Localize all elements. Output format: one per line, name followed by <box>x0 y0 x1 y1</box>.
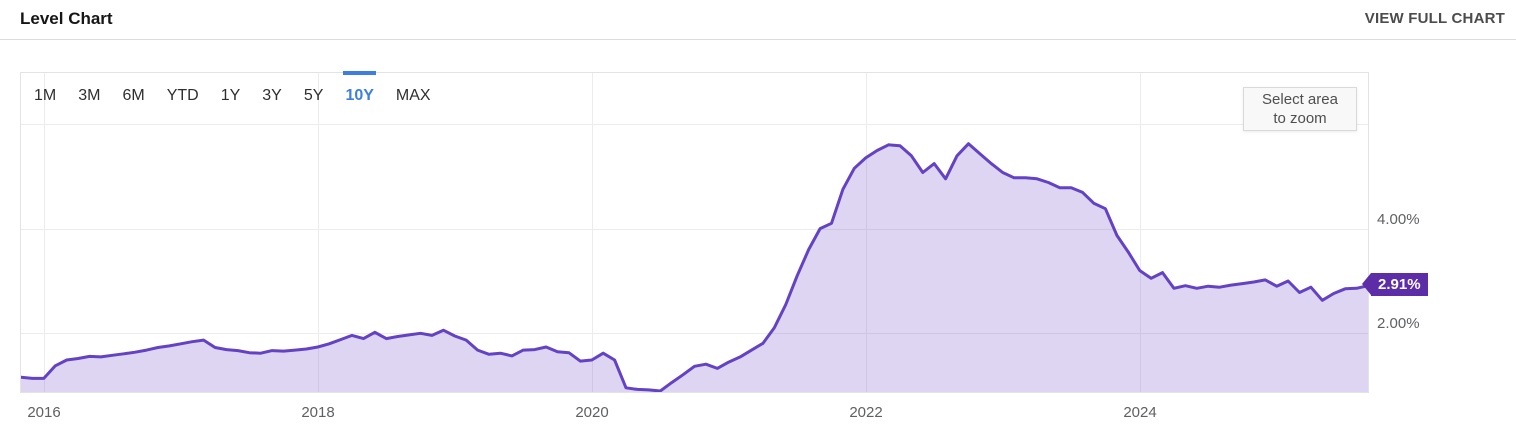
gridline-vertical <box>592 73 593 392</box>
range-button-6m[interactable]: 6M <box>122 84 144 108</box>
gridline-vertical <box>1140 73 1141 392</box>
widget-header: Level Chart VIEW FULL CHART <box>0 0 1516 40</box>
gridline-horizontal <box>21 124 1368 125</box>
series-line <box>21 142 1368 392</box>
range-button-5y[interactable]: 5Y <box>304 84 324 108</box>
x-axis-label: 2016 <box>27 404 61 421</box>
x-axis-label: 2022 <box>849 404 883 421</box>
series-fill <box>21 143 1368 392</box>
x-axis-label: 2024 <box>1123 404 1157 421</box>
range-button-10y[interactable]: 10Y <box>343 71 377 108</box>
range-button-3m[interactable]: 3M <box>78 84 100 108</box>
area-chart <box>21 142 1368 392</box>
gridline-horizontal <box>21 229 1368 230</box>
plot-area[interactable]: 1M 3M 6M YTD 1Y 3Y 5Y 10Y MAX Select area to zoo… <box>20 71 1369 393</box>
range-button-max[interactable]: MAX <box>396 84 431 108</box>
y-axis-label: 2.00% <box>1377 315 1420 332</box>
gridlines <box>21 73 1368 392</box>
zoom-hint: Select area to zoom <box>1243 87 1357 131</box>
current-value-badge: 2.91% <box>1362 273 1428 296</box>
view-full-chart-link[interactable]: VIEW FULL CHART <box>1364 10 1505 27</box>
gridline-vertical <box>44 73 45 392</box>
range-button-3y[interactable]: 3Y <box>262 84 282 108</box>
zoom-hint-line1: Select area <box>1262 91 1338 108</box>
range-selector: 1M 3M 6M YTD 1Y 3Y 5Y 10Y MAX <box>34 71 431 108</box>
gridline-vertical <box>318 73 319 392</box>
range-button-1y[interactable]: 1Y <box>221 84 241 108</box>
zoom-hint-line2: to zoom <box>1273 110 1327 127</box>
gridline-vertical <box>866 73 867 392</box>
x-axis-label: 2018 <box>301 404 335 421</box>
gridline-horizontal <box>21 333 1368 334</box>
x-axis-label: 2020 <box>575 404 609 421</box>
range-button-ytd[interactable]: YTD <box>167 84 199 108</box>
y-axis-label: 4.00% <box>1377 211 1420 228</box>
range-button-1m[interactable]: 1M <box>34 84 56 108</box>
widget-title: Level Chart <box>20 9 113 28</box>
current-value-text: 2.91% <box>1378 276 1421 293</box>
